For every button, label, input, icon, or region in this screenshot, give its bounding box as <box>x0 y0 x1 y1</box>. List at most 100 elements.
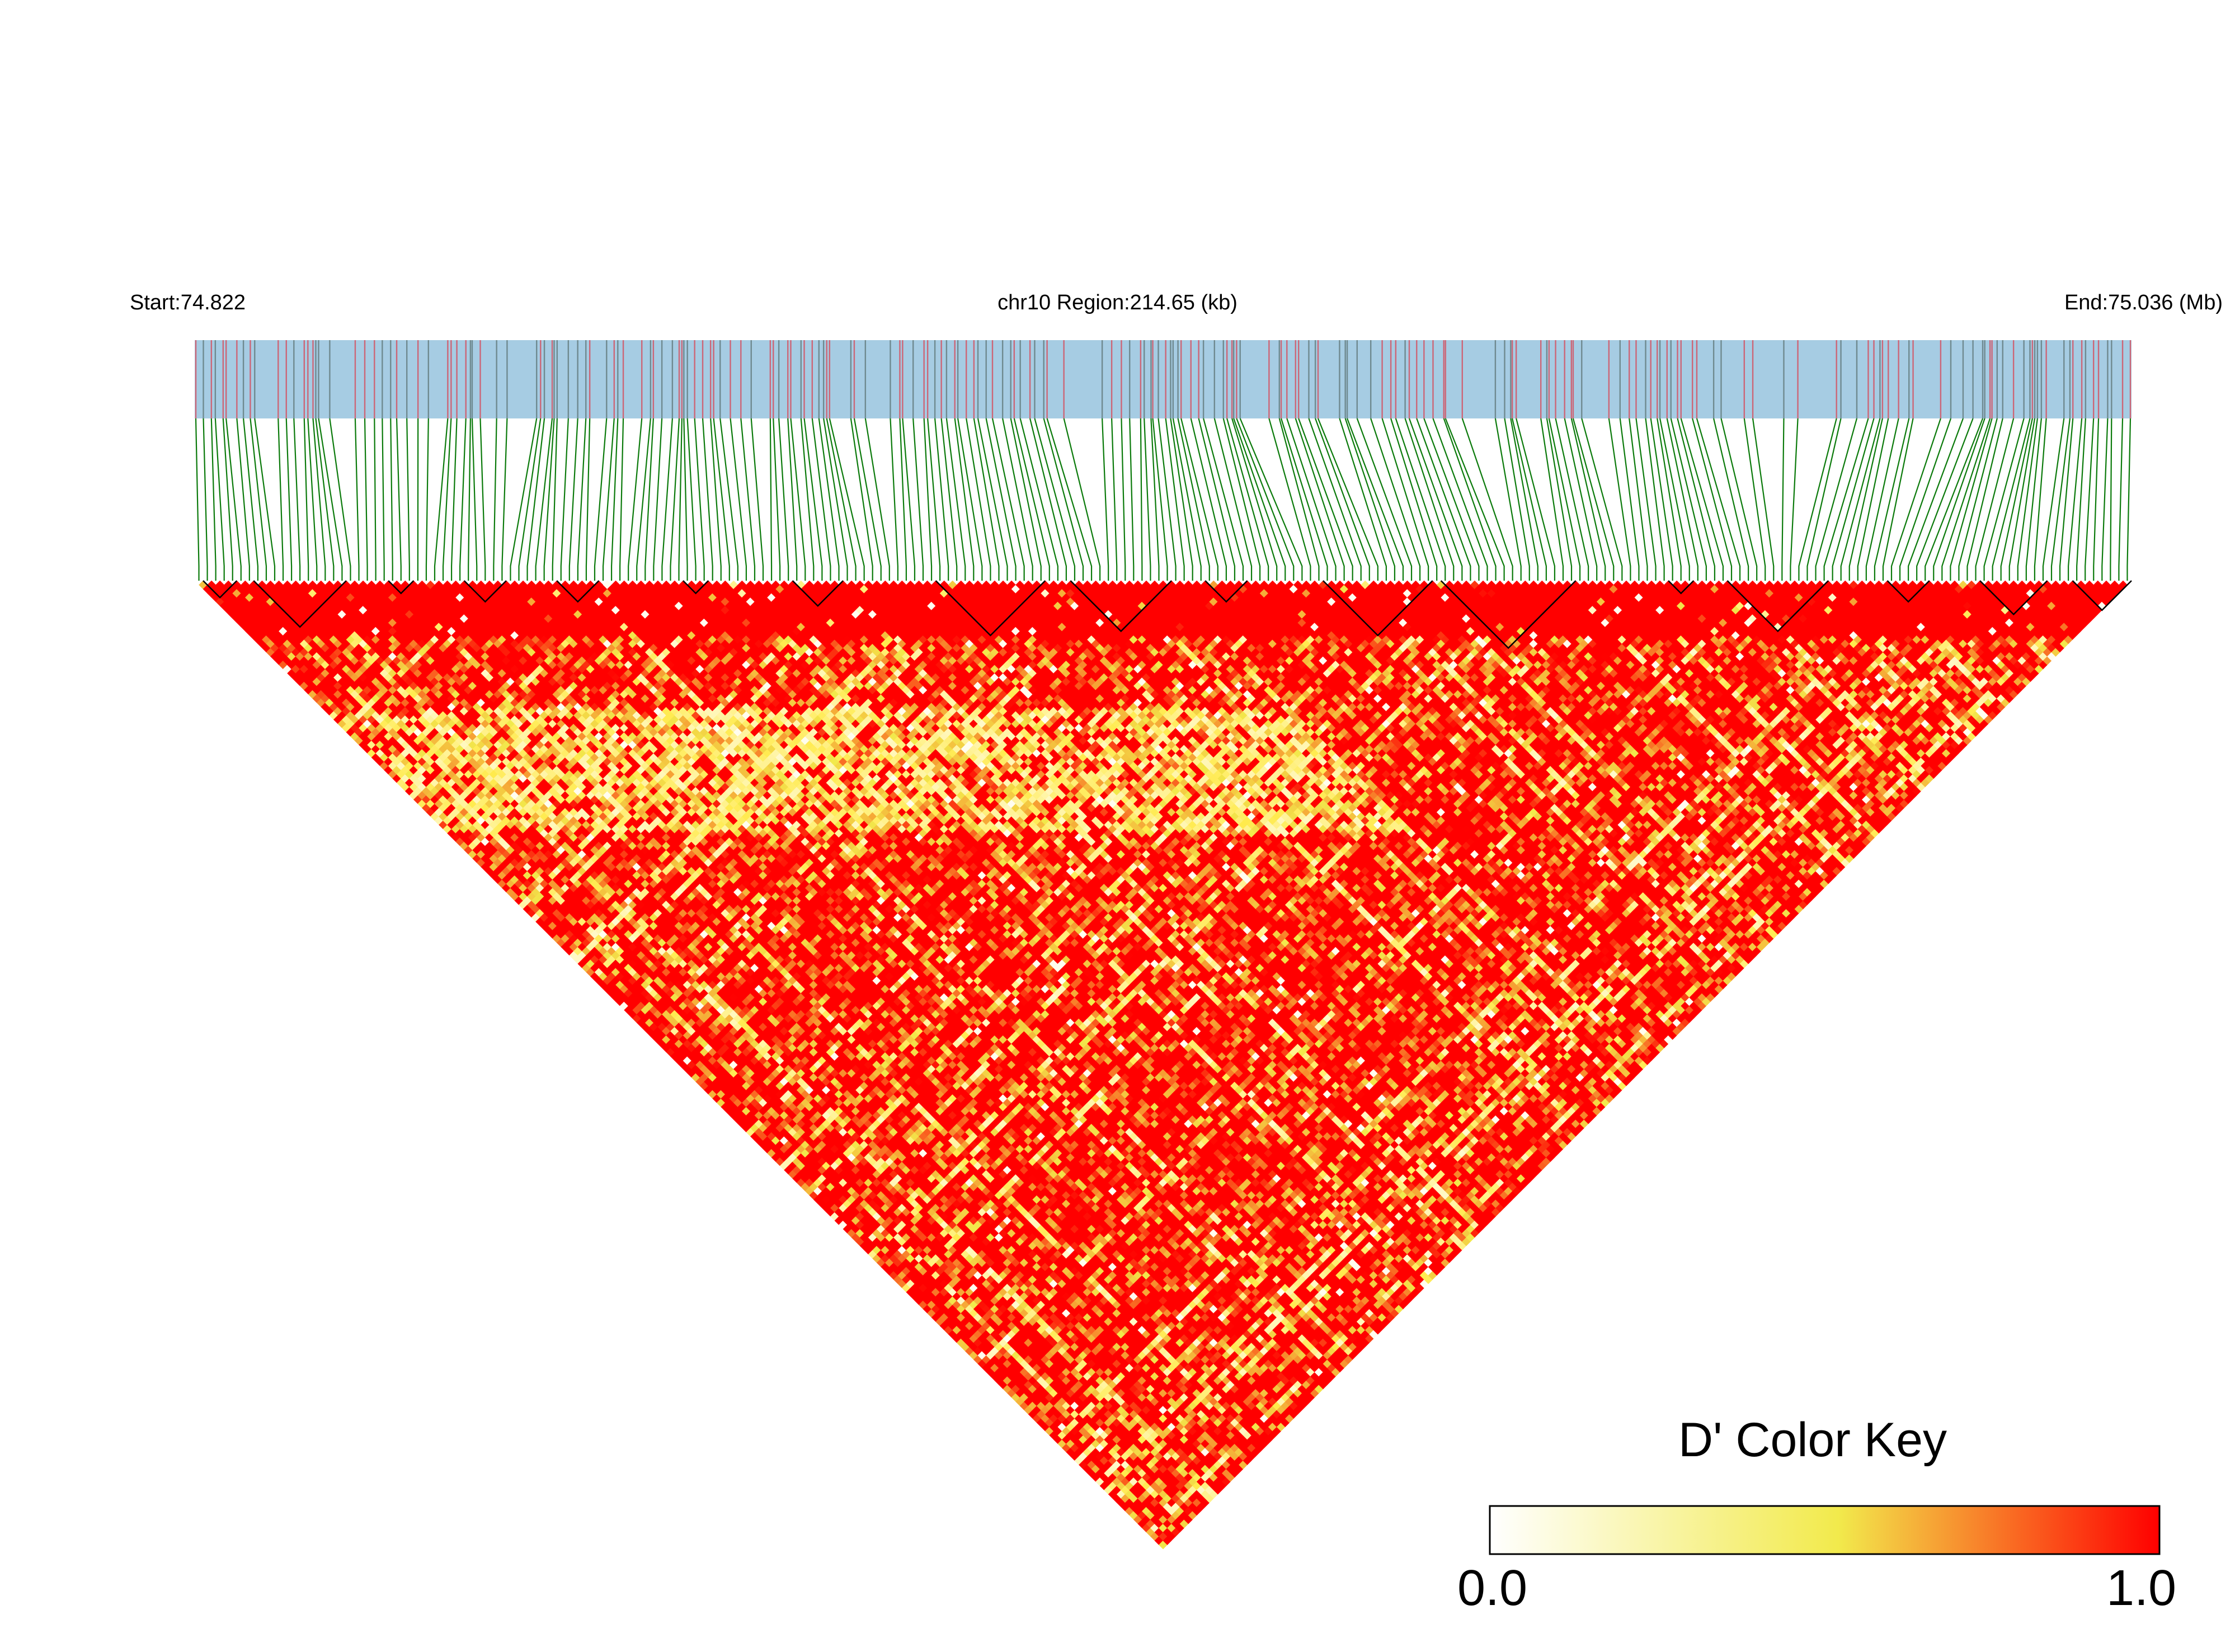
ld-cell <box>1154 1536 1164 1545</box>
snp-connector <box>1029 418 1067 581</box>
snp-connector <box>577 418 587 581</box>
ld-cell <box>279 652 288 661</box>
snp-connector <box>787 418 798 581</box>
snp-connector <box>1823 418 1869 581</box>
ld-cell <box>308 681 317 691</box>
snp-connector <box>1657 418 1682 581</box>
snp-connector <box>823 418 848 581</box>
ld-cell <box>1112 1494 1122 1503</box>
snp-connector <box>1339 418 1387 581</box>
snp-connector <box>1144 418 1151 581</box>
snp-connector <box>853 418 882 581</box>
snp-connector <box>1925 418 1984 581</box>
ld-cell <box>241 614 250 623</box>
ld-cell <box>577 959 587 968</box>
snp-connector <box>406 418 410 581</box>
snp-connector <box>1381 418 1429 581</box>
snp-connector-lines <box>195 418 2132 581</box>
snp-connector <box>803 418 823 581</box>
ld-cell <box>724 1107 734 1116</box>
snp-connector <box>2101 418 2109 581</box>
snp-connector <box>966 418 991 581</box>
ld-cell <box>826 1208 835 1217</box>
ld-cell <box>527 909 536 918</box>
snp-connector <box>1510 418 1538 581</box>
snp-connector <box>2042 418 2065 581</box>
snp-connector <box>1581 418 1623 581</box>
snp-connector <box>1548 418 1581 581</box>
ld-cell <box>266 648 275 657</box>
ld-cell <box>1150 1532 1159 1541</box>
snp-connector <box>811 418 831 581</box>
ld-cell <box>628 1010 637 1019</box>
snp-connector <box>1043 418 1084 581</box>
ld-cell <box>241 622 250 632</box>
snp-connector <box>1432 418 1488 581</box>
snp-connector <box>195 418 200 581</box>
snp-connector <box>382 418 385 581</box>
ld-cell <box>999 1380 1008 1390</box>
ld-cell <box>611 993 620 1002</box>
snp-connector <box>1239 418 1303 581</box>
snp-connector <box>1222 418 1261 581</box>
snp-connector <box>1129 418 1135 581</box>
snp-connector <box>1635 418 1657 581</box>
snp-connector <box>285 418 293 581</box>
ld-cell <box>948 1330 957 1339</box>
snp-connector <box>1315 418 1370 581</box>
ld-cell <box>573 955 582 964</box>
snp-connector <box>1806 418 1842 581</box>
start-position-label: Start:74.822 <box>130 291 246 315</box>
ld-cell <box>459 841 469 851</box>
snp-connector <box>686 418 697 581</box>
snp-connector <box>2126 418 2132 581</box>
snp-connector <box>1743 418 1766 581</box>
ld-cell <box>493 875 502 884</box>
ld-cell <box>304 677 313 686</box>
ld-cell <box>582 963 591 973</box>
snp-connector <box>1308 418 1362 581</box>
snp-connector <box>1645 418 1665 581</box>
snp-connector <box>1670 418 1707 581</box>
ld-cell <box>295 677 305 686</box>
ld-cell <box>632 1014 642 1023</box>
ld-cell <box>977 1359 987 1368</box>
ld-cells <box>199 580 2128 1550</box>
snp-connector <box>479 418 486 581</box>
snp-connector <box>1034 418 1076 581</box>
snp-connector <box>1121 418 1126 581</box>
snp-connector <box>670 418 680 581</box>
snp-connector <box>790 418 806 581</box>
snp-connector <box>818 418 840 581</box>
ld-cell <box>657 1039 667 1048</box>
snp-connector <box>1180 418 1218 581</box>
ld-cell <box>1053 1435 1062 1444</box>
snp-connector <box>1063 418 1101 581</box>
snp-connector <box>2050 418 2071 581</box>
snp-connector <box>1899 418 1952 581</box>
snp-connector <box>1608 418 1631 581</box>
ld-cell <box>1091 1473 1100 1482</box>
ld-cell <box>721 1102 730 1112</box>
snp-connector <box>203 418 208 581</box>
snp-connector <box>2008 418 2036 581</box>
ld-cell <box>855 1237 864 1246</box>
snp-connector <box>636 418 651 581</box>
snp-connector <box>1677 418 1716 581</box>
ld-cell <box>489 870 498 880</box>
snp-connector <box>518 418 542 581</box>
snp-connector <box>1172 418 1202 581</box>
snp-connector <box>1140 418 1143 581</box>
ld-cell <box>219 593 229 602</box>
snp-connector <box>501 418 508 581</box>
snp-connector <box>1966 418 2003 581</box>
snp-connector <box>1356 418 1413 581</box>
snp-connector <box>1347 418 1404 581</box>
snp-connector <box>1555 418 1589 581</box>
ld-cell <box>384 765 393 775</box>
snp-connector <box>702 418 713 581</box>
ld-cell <box>379 761 389 771</box>
ld-cell <box>742 1123 751 1133</box>
snp-connector <box>1992 418 2031 581</box>
